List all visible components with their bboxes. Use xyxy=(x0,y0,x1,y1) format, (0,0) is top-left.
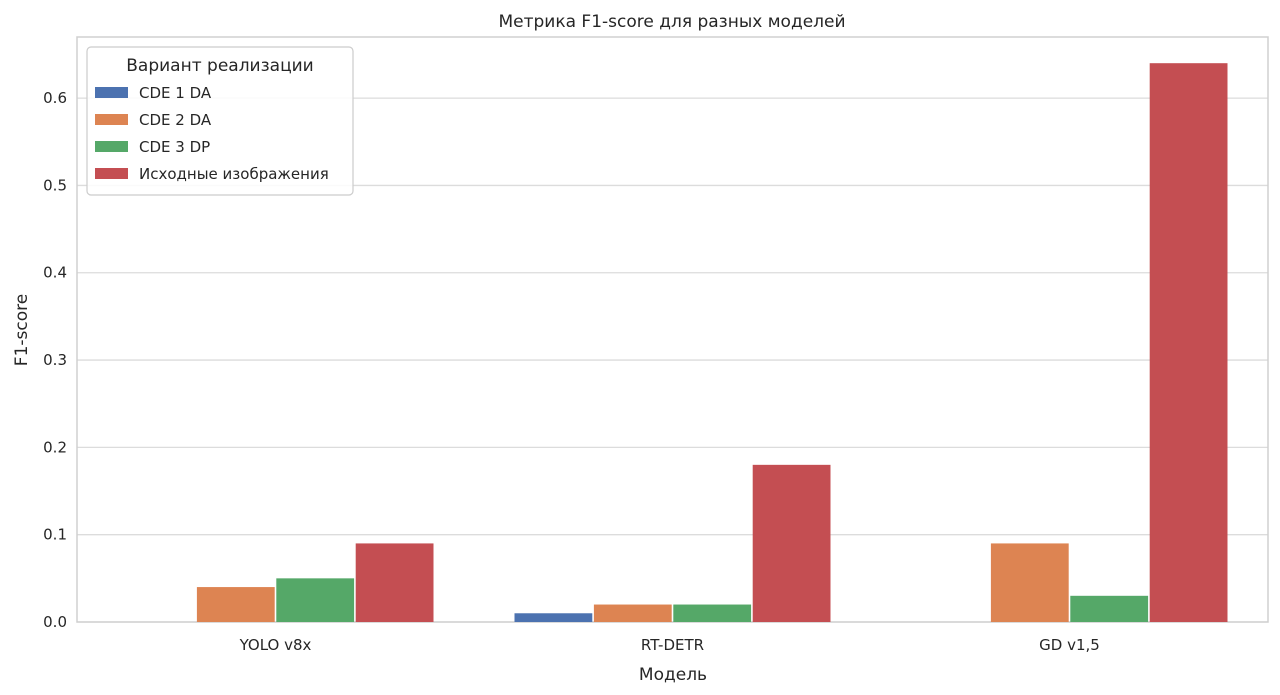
y-tick-label: 0.1 xyxy=(43,526,67,544)
x-tick-label: RT-DETR xyxy=(641,636,704,654)
x-tick-label: YOLO v8x xyxy=(239,636,312,654)
legend-swatch xyxy=(95,87,128,98)
y-tick-label: 0.6 xyxy=(43,89,67,107)
bar xyxy=(593,604,672,622)
bar xyxy=(1149,63,1228,622)
bar xyxy=(1070,595,1149,622)
y-tick-label: 0.4 xyxy=(43,264,67,282)
bars xyxy=(196,63,1228,622)
legend-label: CDE 2 DA xyxy=(139,111,212,129)
legend-swatch xyxy=(95,141,128,152)
legend-swatch xyxy=(95,168,128,179)
y-tick-label: 0.3 xyxy=(43,351,67,369)
bar xyxy=(196,587,275,622)
x-axis-title: Модель xyxy=(639,665,707,685)
bar xyxy=(673,604,752,622)
bar xyxy=(276,578,355,622)
chart-title: Метрика F1-score для разных моделей xyxy=(498,12,845,32)
legend-label: Исходные изображения xyxy=(139,165,329,183)
legend-label: CDE 3 DP xyxy=(139,138,210,156)
bar xyxy=(990,543,1069,622)
y-tick-label: 0.0 xyxy=(43,613,67,631)
legend: Вариант реализации CDE 1 DA CDE 2 DA CDE 3 … xyxy=(86,46,354,196)
y-tick-label: 0.2 xyxy=(43,438,67,456)
bar xyxy=(514,613,593,622)
bar xyxy=(752,464,831,622)
y-tick-label: 0.5 xyxy=(43,176,67,194)
x-tick-label: GD v1,5 xyxy=(1039,636,1100,654)
legend-label: CDE 1 DA xyxy=(139,84,212,102)
bar xyxy=(355,543,434,622)
plot-frame xyxy=(76,36,1269,623)
legend-swatch xyxy=(95,114,128,125)
y-axis-title: F1-score xyxy=(12,294,32,366)
legend-box xyxy=(86,46,354,196)
legend-title: Вариант реализации xyxy=(126,56,313,76)
